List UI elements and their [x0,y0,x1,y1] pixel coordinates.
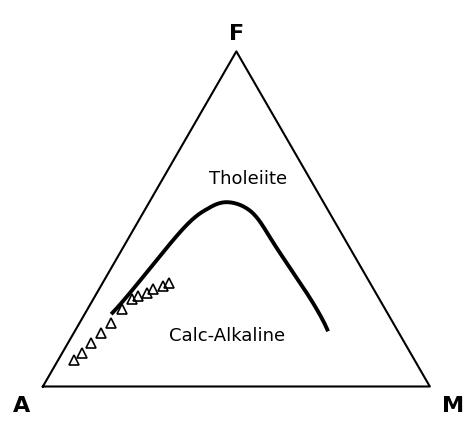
Text: A: A [13,396,30,416]
Text: Tholeiite: Tholeiite [209,170,287,188]
Text: Calc-Alkaline: Calc-Alkaline [169,327,285,345]
Text: F: F [229,23,244,44]
Text: M: M [442,396,465,416]
